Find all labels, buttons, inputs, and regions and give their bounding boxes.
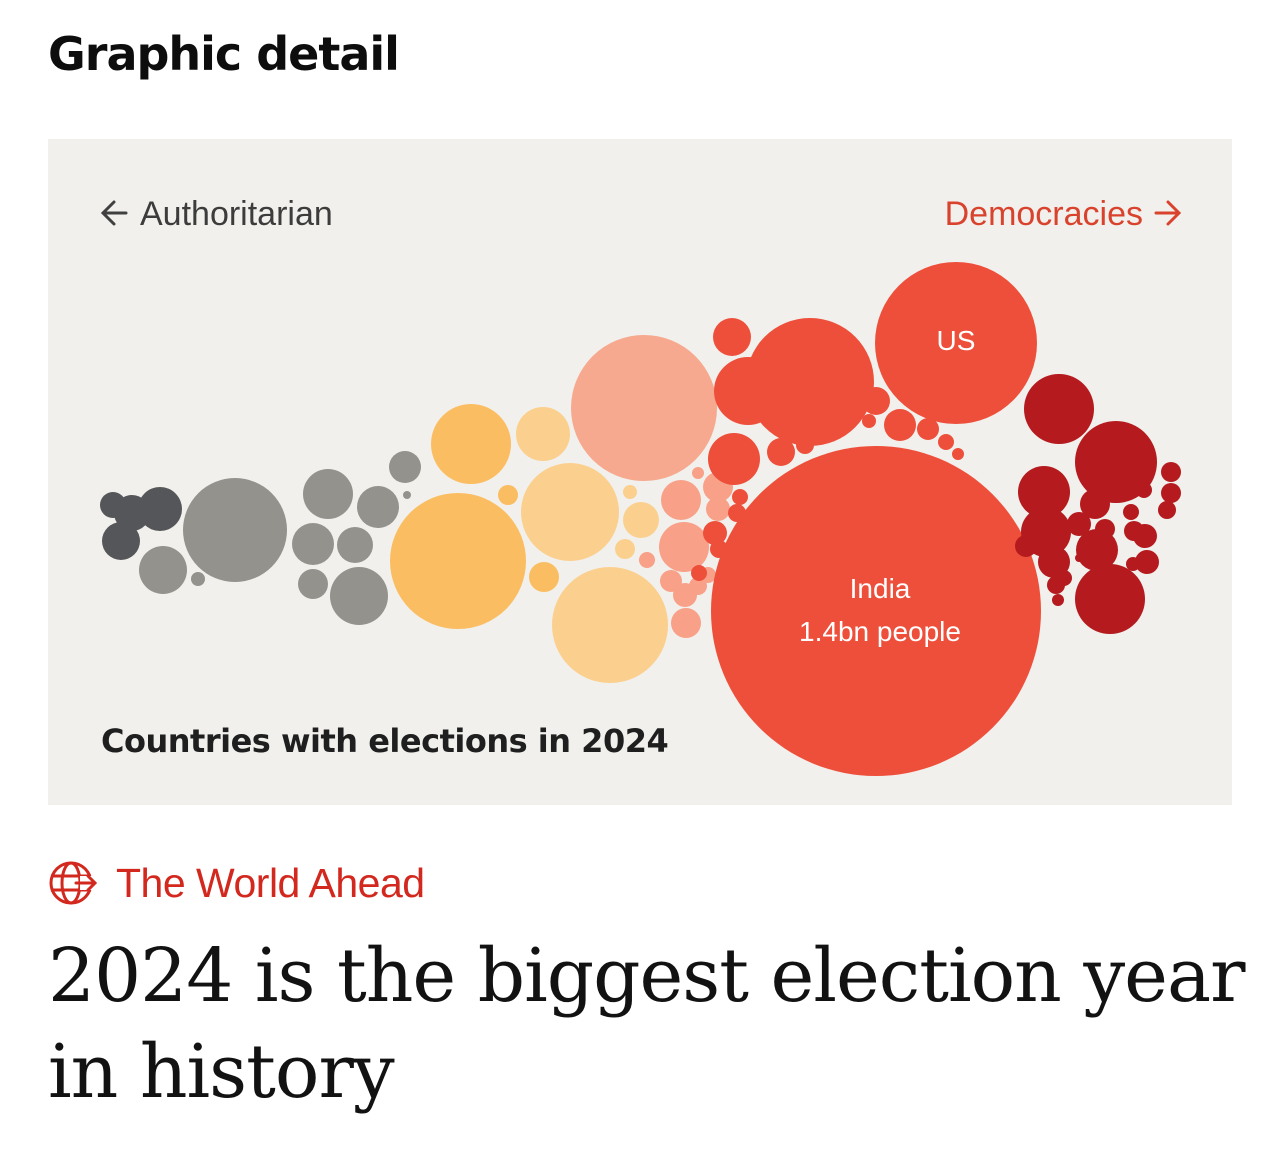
country-bubble-full-democracy [1024,374,1094,444]
india-label: India [850,573,911,604]
country-bubble-hybrid-high [390,493,526,629]
country-bubble-full-democracy [1075,421,1157,503]
axis-right-label: Democracies [945,195,1143,233]
country-bubble-flawed-democracy [917,418,939,440]
country-bubble-authoritarian [357,486,399,528]
country-bubble-full-democracy [1047,576,1065,594]
country-bubble-flawed-democracy [884,409,916,441]
country-bubble-flawed-democracy [862,414,876,428]
country-bubble-full-democracy [1161,462,1181,482]
country-bubble-authoritarian [292,523,334,565]
country-bubble-authoritarian [191,572,205,586]
country-bubble-flawed-high [639,552,655,568]
country-bubble-full-democracy [1067,512,1091,536]
country-bubble-flawed-low [623,485,637,499]
country-bubble-flawed-high [706,497,730,521]
country-bubble-flawed-democracy [792,377,856,441]
country-bubble-flawed-democracy [711,446,1041,776]
country-bubble-authoritarian [337,527,373,563]
country-bubble-full-democracy [1076,529,1118,571]
india-population-label: 1.4bn people [799,616,961,647]
country-bubble-full-democracy [1080,489,1110,519]
country-bubble-flawed-low [615,539,635,559]
authoritarian-axis-label: Authoritarian [100,195,333,233]
country-bubble-hybrid-high [498,485,518,505]
country-bubble-flawed-democracy [875,262,1037,424]
country-bubble-authoritarian [403,491,411,499]
country-bubble-flawed-high [661,480,701,520]
chart-panel: Authoritarian Democracies US India 1.4bn… [48,139,1232,805]
right-arrow-icon [1154,200,1182,226]
country-bubble-flawed-low [521,463,619,561]
country-bubble-full-democracy [1075,564,1145,634]
country-bubble-flawed-democracy [710,540,728,558]
country-bubble-flawed-mid [571,335,717,481]
country-bubble-authoritarian [298,569,328,599]
country-bubble-flawed-democracy [811,425,827,441]
country-bubble-full-democracy [1075,554,1083,562]
country-bubble-flawed-low [552,567,668,683]
section-title: Graphic detail [48,27,400,81]
section-link-the-world-ahead[interactable]: The World Ahead [48,856,425,910]
country-bubble-flawed-democracy [708,433,760,485]
country-bubble-full-democracy [1136,482,1152,498]
country-bubble-full-democracy [1052,594,1064,606]
country-bubble-flawed-democracy [703,521,727,545]
country-bubble-full-democracy [1038,546,1070,578]
country-bubble-flawed-democracy [883,466,907,490]
country-bubble-full-democracy [1135,550,1159,574]
country-bubble-full-democracy [1018,466,1070,518]
country-bubble-authoritarian [303,469,353,519]
country-bubble-flawed-democracy [714,357,782,425]
country-bubble-flawed-democracy [862,387,890,415]
country-bubble-full-democracy [1161,483,1181,503]
country-bubble-full-democracy [1158,501,1176,519]
bubble-chart: Authoritarian Democracies US India 1.4bn… [100,195,1182,776]
country-bubble-hybrid-high [431,404,511,484]
country-bubble-authoritarian [139,546,187,594]
country-bubble-most-authoritarian [138,487,182,531]
country-bubble-flawed-democracy [713,318,751,356]
country-bubble-flawed-democracy [767,438,795,466]
country-bubble-flawed-democracy [728,504,746,522]
country-bubble-flawed-democracy [796,436,814,454]
kicker-label: The World Ahead [116,859,425,906]
country-bubble-flawed-democracy [785,429,799,443]
country-bubble-flawed-democracy [780,411,796,427]
axis-left-label: Authoritarian [140,195,333,233]
country-bubble-flawed-high [659,522,709,572]
country-bubble-flawed-democracy [938,434,954,450]
country-bubble-authoritarian [183,478,287,582]
country-bubble-authoritarian [389,451,421,483]
country-bubble-flawed-high [692,467,704,479]
country-bubble-full-democracy [1123,504,1139,520]
country-bubble-flawed-democracy [691,565,707,581]
article-headline[interactable]: 2024 is the biggest election year in his… [48,933,1245,1115]
country-bubble-most-authoritarian [102,522,140,560]
country-bubble-flawed-high [660,570,682,592]
country-bubble-flawed-high [671,608,701,638]
us-label: US [937,325,976,356]
globe-arrow-icon [49,861,98,905]
country-bubble-full-democracy [1126,557,1140,571]
country-bubble-flawed-democracy [732,489,748,505]
country-bubble-flawed-low [623,502,659,538]
country-bubble-hybrid-high [529,562,559,592]
chart-caption: Countries with elections in 2024 [101,722,668,760]
country-bubble-flawed-democracy [952,448,964,460]
country-bubble-flawed-high [689,577,707,595]
democracies-axis-label: Democracies [945,195,1182,233]
country-bubble-full-democracy [1015,535,1037,557]
country-bubble-flawed-democracy [723,552,737,566]
country-bubble-flawed-low [516,407,570,461]
country-bubble-full-democracy [1133,524,1157,548]
bubble-group [100,262,1181,776]
left-arrow-icon [100,200,128,226]
country-bubble-authoritarian [330,567,388,625]
